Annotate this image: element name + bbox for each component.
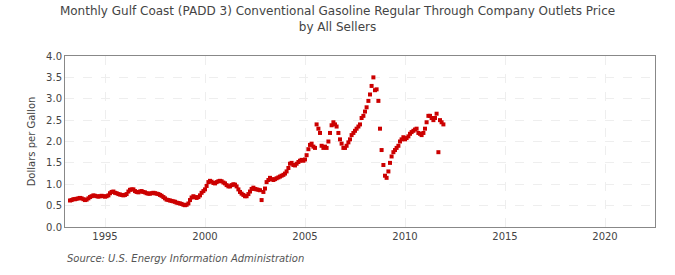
svg-text:1.0: 1.0	[46, 179, 62, 190]
svg-text:Monthly Gulf Coast (PADD 3) Co: Monthly Gulf Coast (PADD 3) Conventional…	[60, 4, 615, 34]
svg-text:2000: 2000	[192, 231, 217, 242]
svg-text:1.5: 1.5	[46, 157, 62, 168]
svg-text:2010: 2010	[392, 231, 417, 242]
svg-text:2005: 2005	[292, 231, 317, 242]
svg-text:0.5: 0.5	[46, 200, 62, 211]
svg-text:2.0: 2.0	[46, 136, 62, 147]
svg-text:Source: U.S. Energy Informatio: Source: U.S. Energy Information Administ…	[67, 253, 304, 264]
svg-text:2020: 2020	[592, 231, 617, 242]
svg-text:3.5: 3.5	[46, 72, 62, 83]
svg-text:2.5: 2.5	[46, 115, 62, 126]
svg-text:4.0: 4.0	[46, 51, 62, 62]
svg-text:2015: 2015	[492, 231, 517, 242]
svg-text:3.0: 3.0	[46, 93, 62, 104]
svg-text:Dollars per Gallon: Dollars per Gallon	[26, 97, 37, 187]
svg-text:1995: 1995	[92, 231, 117, 242]
svg-text:0.0: 0.0	[46, 222, 62, 233]
